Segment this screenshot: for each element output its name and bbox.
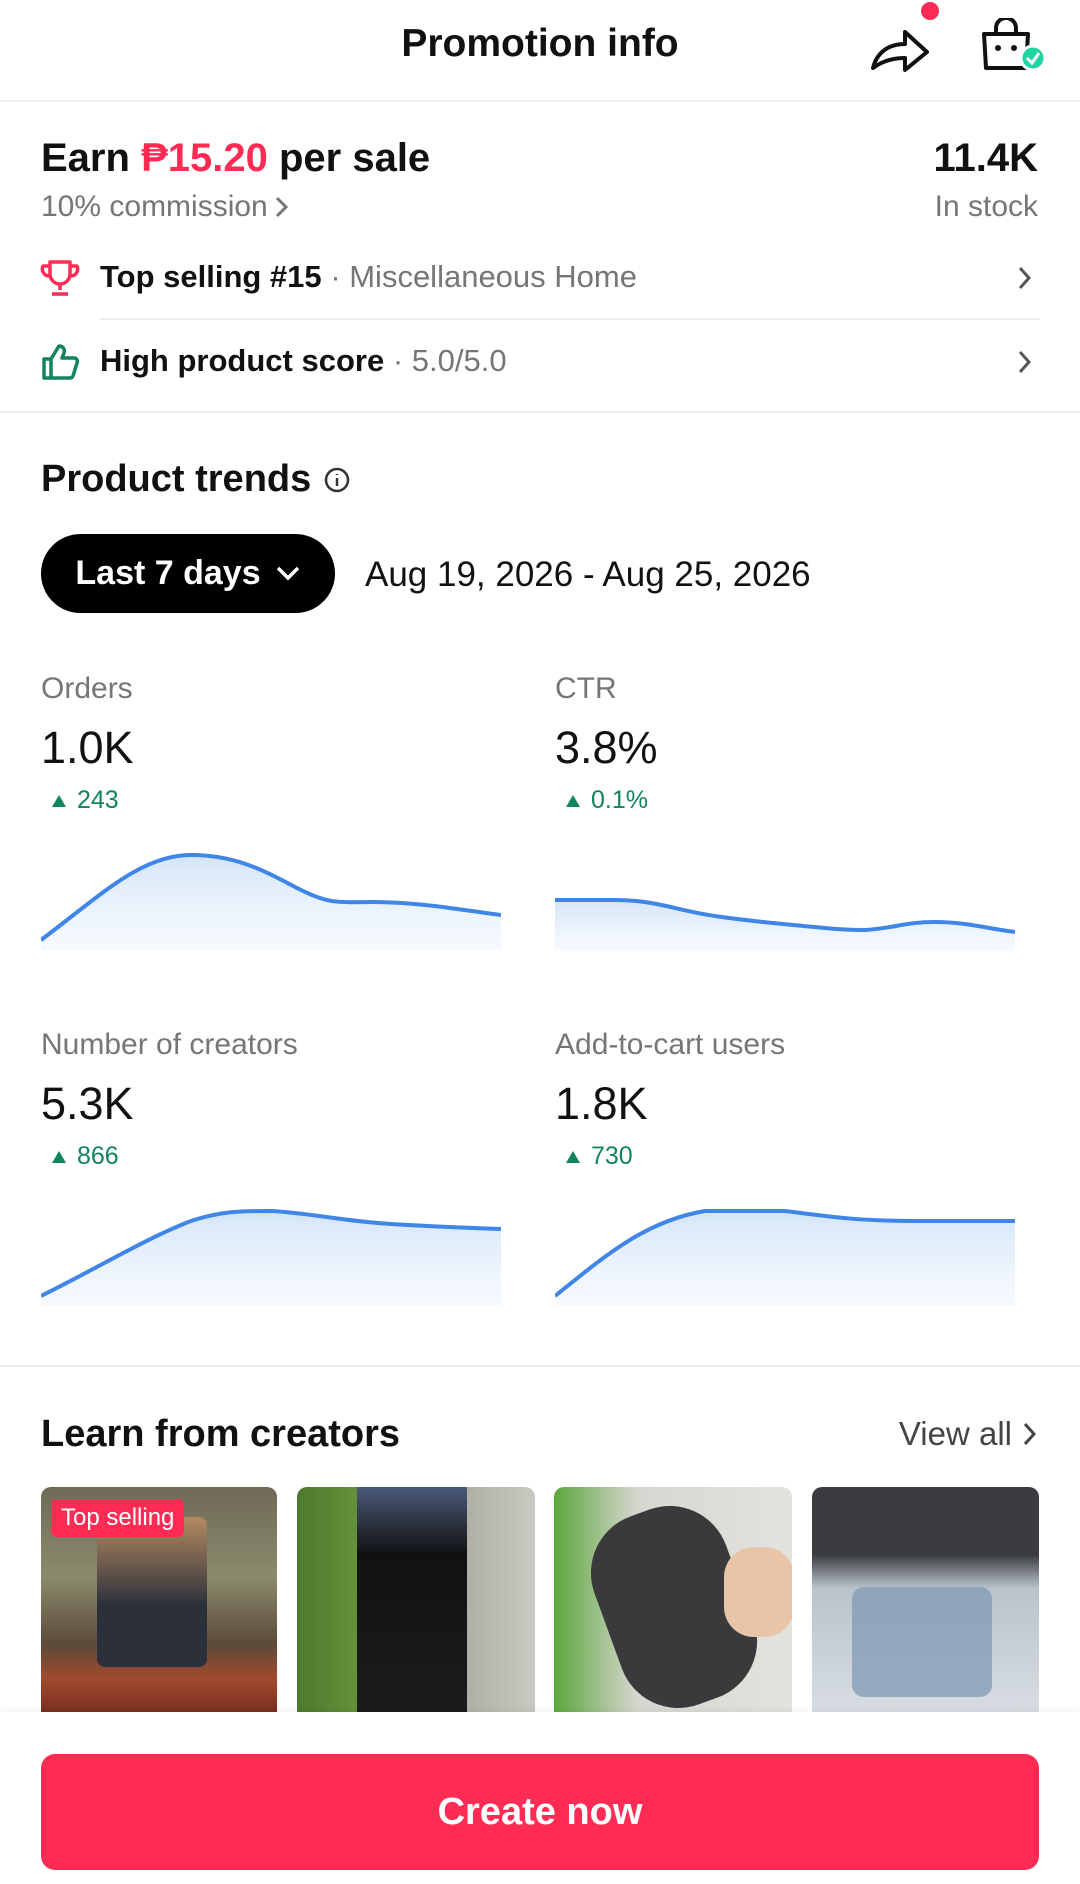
info-icon[interactable] bbox=[323, 466, 351, 494]
metric-value: 3.8% bbox=[555, 722, 658, 773]
metric-label: CTR bbox=[555, 672, 617, 705]
sparkline bbox=[41, 1208, 501, 1306]
divider bbox=[100, 318, 1040, 320]
sparkline bbox=[555, 898, 1015, 950]
trends-title: Product trends bbox=[41, 458, 312, 500]
metric-change-value: 730 bbox=[591, 1142, 633, 1170]
period-selector[interactable]: Last 7 days bbox=[41, 534, 335, 613]
period: Last 7 days bbox=[75, 554, 261, 592]
chevron bbox=[1023, 1422, 1037, 1446]
shop-icon[interactable] bbox=[978, 18, 1050, 74]
commission-link[interactable]: 10% commission bbox=[41, 190, 290, 224]
top-selling-tag: Top selling bbox=[51, 1499, 185, 1537]
sparkline bbox=[555, 1209, 1015, 1306]
metric-label: Number of creators bbox=[41, 1028, 298, 1061]
trends-heading: Product trends bbox=[41, 458, 351, 501]
metric-value: 5.3K bbox=[41, 1078, 134, 1129]
video-thumbnail[interactable] bbox=[554, 1487, 792, 1712]
view-all-label: View all bbox=[898, 1415, 1012, 1452]
up-arrow bbox=[52, 1150, 66, 1163]
notification-dot bbox=[921, 2, 939, 20]
create-button[interactable]: Create now bbox=[41, 1754, 1039, 1870]
thumbs-up-icon bbox=[42, 344, 80, 380]
up-arrow bbox=[566, 794, 580, 807]
metric-change-value: 866 bbox=[77, 1142, 119, 1170]
date-range: Aug 19, 2026 - Aug 25, 2026 bbox=[365, 555, 811, 594]
share-icon[interactable] bbox=[865, 20, 935, 80]
chevron bbox=[1018, 266, 1032, 290]
up-arrow bbox=[566, 1150, 580, 1163]
badge-detail: Miscellaneous Home bbox=[349, 259, 637, 294]
badge-label: High product score bbox=[100, 343, 385, 378]
video-thumbnail[interactable]: Top selling bbox=[41, 1487, 277, 1712]
earn-amount: ₱15.20 bbox=[141, 136, 268, 180]
metric-value: 1.8K bbox=[555, 1078, 648, 1129]
metric-value: 1.0K bbox=[41, 722, 134, 773]
header bbox=[0, 0, 1080, 102]
earn-suffix: per sale bbox=[278, 136, 431, 180]
metric-change: 866 bbox=[51, 1142, 119, 1171]
earn-prefix: Earn bbox=[41, 136, 130, 180]
chevron bbox=[1018, 350, 1032, 374]
section-divider bbox=[0, 411, 1080, 413]
video-thumbnail[interactable] bbox=[812, 1487, 1039, 1712]
chevron bbox=[275, 196, 288, 218]
metric-change: 243 bbox=[51, 786, 119, 815]
earn-line: Earn ₱15.20 per sale bbox=[41, 136, 430, 181]
stock-label: In stock bbox=[934, 190, 1038, 223]
view-all[interactable]: View all bbox=[899, 1415, 1038, 1453]
badge-detail: 5.0/5.0 bbox=[411, 343, 507, 378]
badge-row[interactable]: Top selling #15 · Miscellaneous Home bbox=[100, 259, 637, 294]
badge-label: Top selling #15 bbox=[100, 259, 322, 294]
metric-change: 730 bbox=[565, 1142, 633, 1171]
section-divider bbox=[0, 1365, 1080, 1367]
stock: 11.4K bbox=[933, 136, 1038, 180]
badge-row[interactable]: High product score · 5.0/5.0 bbox=[100, 343, 507, 378]
metric-change-value: 0.1% bbox=[591, 786, 648, 814]
metric-label: Add-to-cart users bbox=[555, 1028, 786, 1061]
commission: 10% commission bbox=[41, 190, 268, 223]
metric-change-value: 243 bbox=[77, 786, 119, 814]
video-thumbnail[interactable] bbox=[297, 1487, 535, 1712]
sparkline bbox=[41, 852, 501, 950]
up-arrow bbox=[52, 794, 66, 807]
header-title: Promotion info bbox=[401, 22, 679, 65]
metric-change: 0.1% bbox=[565, 786, 648, 815]
creators-title: Learn from creators bbox=[41, 1413, 401, 1455]
trophy-icon bbox=[40, 260, 80, 296]
metric-label: Orders bbox=[41, 672, 133, 705]
chevron-down bbox=[276, 566, 299, 580]
